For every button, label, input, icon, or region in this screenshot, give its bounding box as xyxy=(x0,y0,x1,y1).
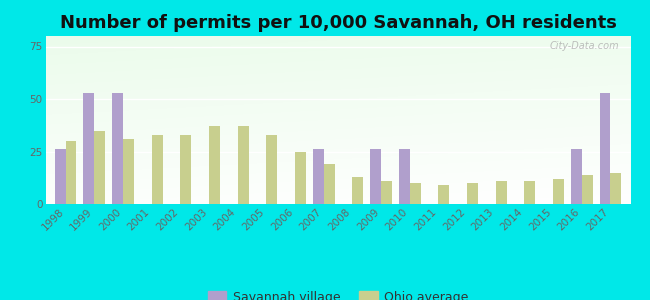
Bar xyxy=(525,181,536,204)
Bar xyxy=(209,126,220,204)
Bar xyxy=(238,126,248,204)
Bar xyxy=(55,149,66,204)
Bar xyxy=(94,130,105,204)
Bar xyxy=(381,181,392,204)
Bar xyxy=(496,181,506,204)
Bar xyxy=(295,152,306,204)
Legend: Savannah village, Ohio average: Savannah village, Ohio average xyxy=(203,286,473,300)
Title: Number of permits per 10,000 Savannah, OH residents: Number of permits per 10,000 Savannah, O… xyxy=(60,14,616,32)
Bar xyxy=(352,177,363,204)
Bar xyxy=(324,164,335,204)
Bar xyxy=(410,183,421,204)
Bar xyxy=(599,93,610,204)
Bar xyxy=(553,179,564,204)
Bar xyxy=(399,149,410,204)
Text: City-Data.com: City-Data.com xyxy=(549,41,619,51)
Bar xyxy=(313,149,324,204)
Bar xyxy=(438,185,449,204)
Bar xyxy=(571,149,582,204)
Bar xyxy=(266,135,277,204)
Bar xyxy=(180,135,191,204)
Bar xyxy=(151,135,162,204)
Bar xyxy=(370,149,381,204)
Bar xyxy=(467,183,478,204)
Bar xyxy=(582,175,593,204)
Bar xyxy=(66,141,77,204)
Bar xyxy=(123,139,134,204)
Bar xyxy=(83,93,94,204)
Bar xyxy=(610,172,621,204)
Bar xyxy=(112,93,123,204)
